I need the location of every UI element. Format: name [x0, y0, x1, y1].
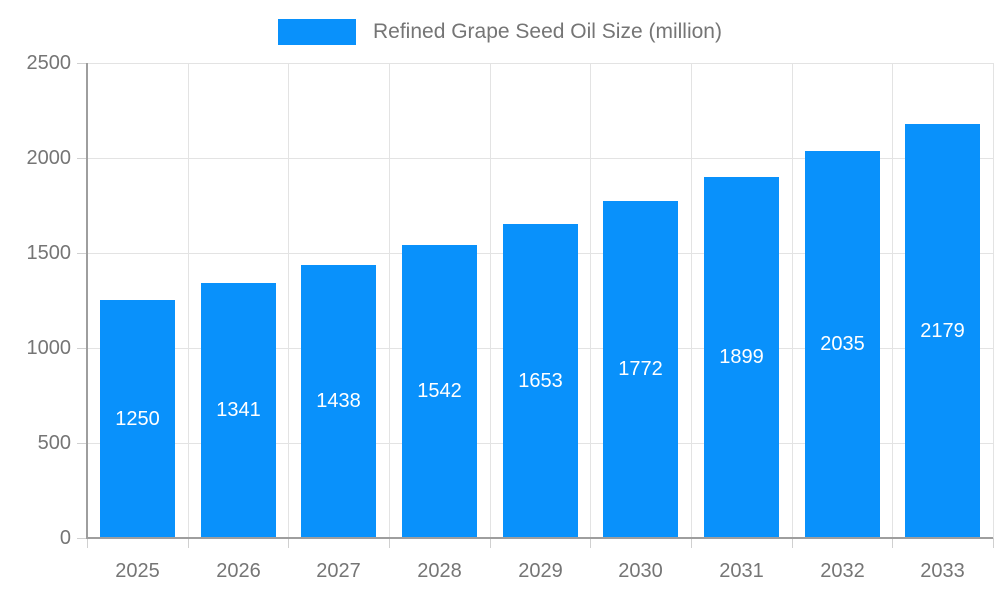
- x-axis-tick: [188, 538, 189, 548]
- x-axis-tick: [87, 538, 88, 548]
- y-axis-tick-label: 0: [59, 527, 71, 549]
- x-axis-tick: [792, 538, 793, 548]
- gridline-vertical: [792, 63, 793, 538]
- x-axis-tick-label: 2027: [316, 560, 361, 582]
- bar-value-label: 2035: [820, 333, 865, 355]
- gridline-vertical: [188, 63, 189, 538]
- gridline-horizontal: [87, 63, 993, 64]
- x-axis-line: [86, 537, 993, 539]
- bar-value-label: 1542: [417, 380, 462, 402]
- bar: [201, 283, 276, 538]
- bar: [805, 151, 880, 538]
- y-axis-tick: [77, 158, 87, 159]
- x-axis-tick: [590, 538, 591, 548]
- bar-value-label: 1653: [518, 369, 563, 392]
- y-axis-line: [86, 63, 88, 538]
- y-axis-tick: [77, 253, 87, 254]
- x-axis-tick: [288, 538, 289, 548]
- bar-value-label: 1438: [316, 390, 361, 412]
- x-axis-tick-label: 2028: [417, 560, 462, 582]
- y-axis-tick: [77, 63, 87, 64]
- x-axis-tick-label: 2030: [618, 560, 663, 582]
- y-axis-tick-label: 2500: [26, 52, 72, 74]
- gridline-vertical: [490, 63, 491, 538]
- legend-label: Refined Grape Seed Oil Size (million): [373, 20, 722, 43]
- bar: [905, 124, 980, 538]
- bar: [100, 300, 175, 538]
- x-axis-tick: [389, 538, 390, 548]
- y-axis-tick: [77, 443, 87, 444]
- chart-legend[interactable]: Refined Grape Seed Oil Size (million): [0, 19, 1000, 45]
- gridline-vertical: [691, 63, 692, 538]
- bar-value-label: 1899: [719, 346, 764, 368]
- y-axis-tick: [77, 348, 87, 349]
- legend-swatch: [278, 19, 356, 45]
- bar: [301, 265, 376, 538]
- x-axis-tick-label: 2033: [920, 560, 965, 582]
- bar: [603, 201, 678, 538]
- gridline-vertical: [892, 63, 893, 538]
- gridline-vertical: [389, 63, 390, 538]
- y-axis-tick: [77, 538, 87, 539]
- x-axis-tick-label: 2031: [719, 560, 764, 582]
- gridline-vertical: [288, 63, 289, 538]
- x-axis-tick-label: 2025: [115, 560, 160, 582]
- x-axis-tick-label: 2026: [216, 560, 261, 582]
- gridline-vertical: [590, 63, 591, 538]
- gridline-vertical: [993, 63, 994, 538]
- x-axis-tick: [892, 538, 893, 548]
- y-axis-tick-label: 1500: [26, 242, 72, 264]
- y-axis-tick-label: 500: [37, 432, 71, 454]
- x-axis-tick-label: 2029: [518, 560, 563, 582]
- bar-value-label: 1250: [115, 407, 160, 430]
- x-axis-tick: [993, 538, 994, 548]
- x-axis-tick: [691, 538, 692, 548]
- gridline-horizontal: [87, 158, 993, 159]
- bar: [402, 245, 477, 538]
- bar-value-label: 2179: [920, 319, 965, 342]
- x-axis-tick-label: 2032: [820, 560, 865, 582]
- bar: [503, 224, 578, 538]
- bar: [704, 177, 779, 538]
- bar-value-label: 1772: [618, 358, 663, 380]
- x-axis-tick: [490, 538, 491, 548]
- bar-value-label: 1341: [216, 399, 261, 421]
- y-axis-tick-label: 2000: [26, 147, 72, 169]
- y-axis-tick-label: 1000: [26, 337, 72, 359]
